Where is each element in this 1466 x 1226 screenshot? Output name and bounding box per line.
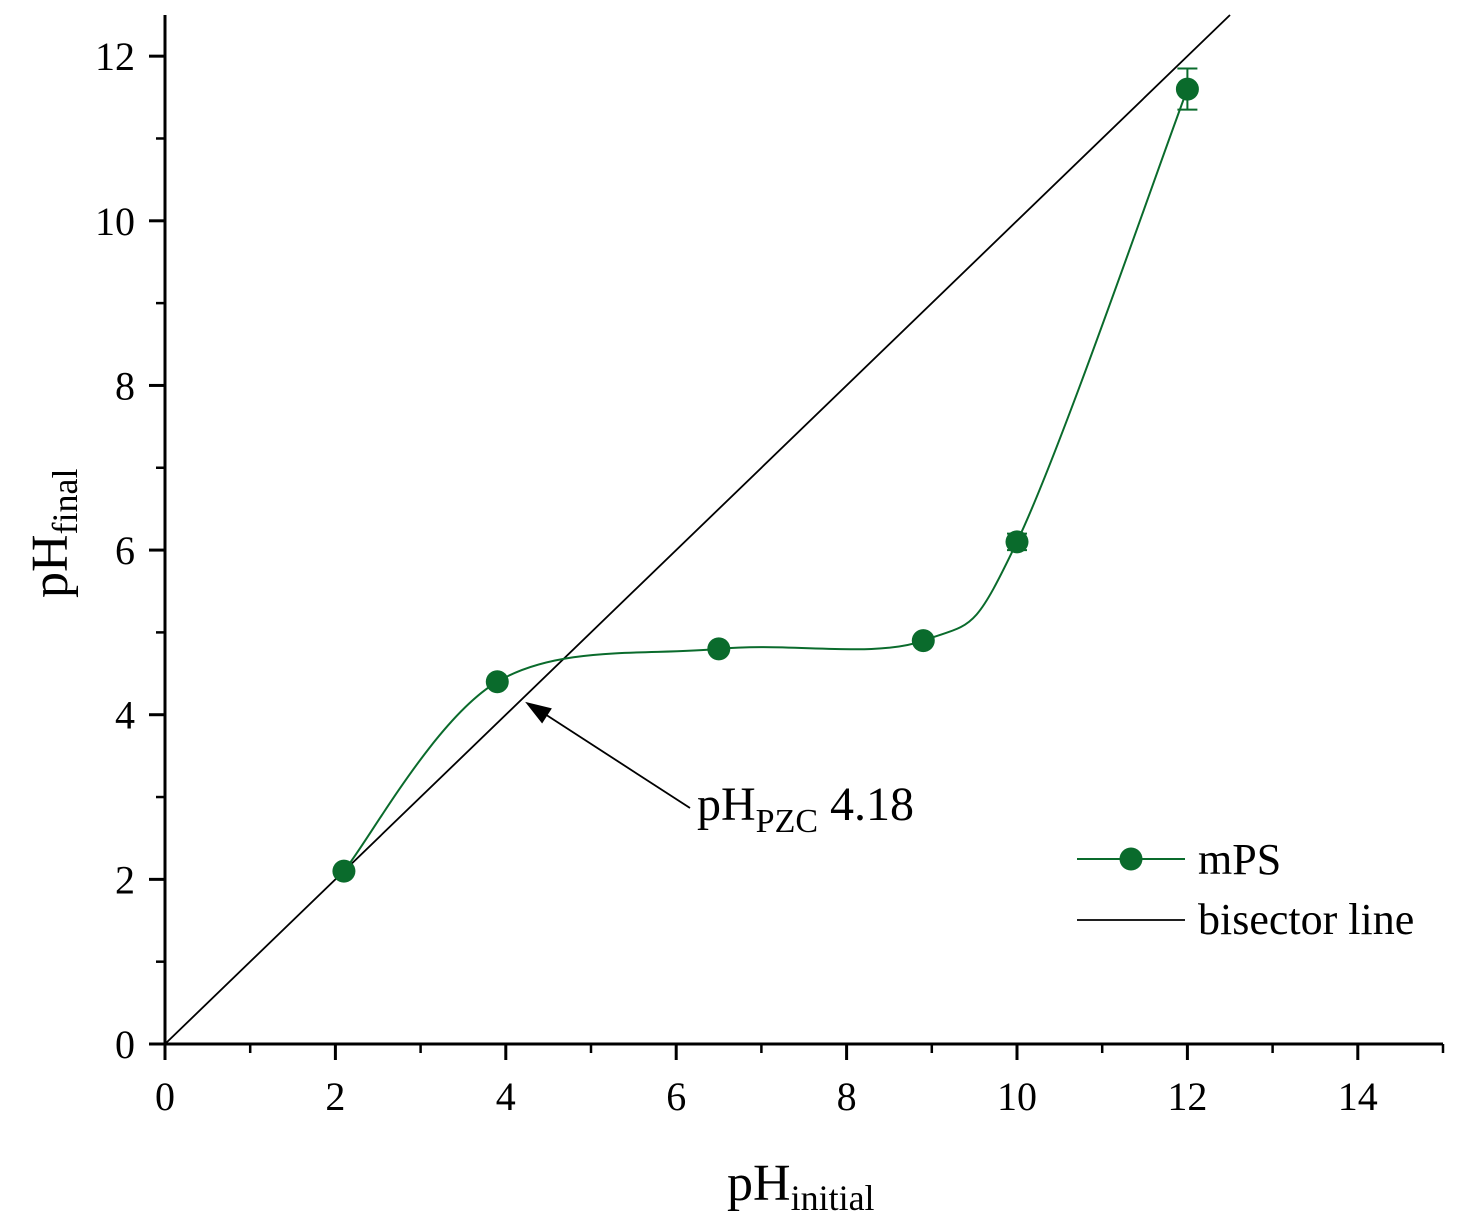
data-point: [1005, 530, 1029, 554]
y-tick-label: 8: [115, 363, 135, 408]
bisector-line: [164, 14, 1231, 1045]
x-tick-label: 8: [837, 1074, 857, 1119]
pzc-annotation-value: 4.18: [818, 778, 914, 831]
legend-mps-marker: [1119, 847, 1143, 871]
legend-mps-label: mPS: [1198, 835, 1281, 884]
data-point: [1175, 77, 1199, 101]
mps-series-line: [343, 88, 1189, 872]
x-axis-title-main: pH: [727, 1155, 791, 1212]
y-tick-label: 2: [115, 857, 135, 902]
annotation-arrow-line: [542, 712, 691, 809]
data-point: [911, 629, 935, 653]
y-tick-label: 6: [115, 528, 135, 573]
x-axis-title-sub: initial: [791, 1178, 875, 1218]
x-tick-label: 14: [1338, 1074, 1378, 1119]
y-tick-label: 10: [95, 199, 135, 244]
data-point: [485, 670, 509, 694]
y-axis-title-sub: final: [45, 468, 85, 534]
y-axis-title: pHfinal: [22, 468, 85, 598]
y-tick-label: 4: [115, 693, 135, 738]
data-point: [707, 637, 731, 661]
annotation-arrowhead: [525, 701, 552, 724]
data-point: [332, 859, 356, 883]
pzc-annotation-main: pH: [697, 778, 756, 831]
y-tick-label: 0: [115, 1022, 135, 1067]
annotation-layer: pHPZC 4.18: [525, 701, 914, 840]
pzc-annotation: pHPZC 4.18: [697, 778, 914, 840]
x-tick-label: 12: [1167, 1074, 1207, 1119]
x-tick-label: 0: [155, 1074, 175, 1119]
x-tick-label: 4: [496, 1074, 516, 1119]
y-axis-title-main: pH: [22, 534, 79, 598]
x-tick-label: 2: [325, 1074, 345, 1119]
pzc-annotation-sub: PZC: [756, 803, 818, 840]
legend-bisector-label: bisector line: [1198, 895, 1414, 944]
x-axis-title: pHinitial: [727, 1155, 875, 1218]
y-tick-label: 12: [95, 34, 135, 79]
x-tick-label: 6: [666, 1074, 686, 1119]
x-tick-label: 10: [997, 1074, 1037, 1119]
series-layer: [164, 14, 1231, 1045]
legend: mPS bisector line: [1077, 835, 1414, 944]
